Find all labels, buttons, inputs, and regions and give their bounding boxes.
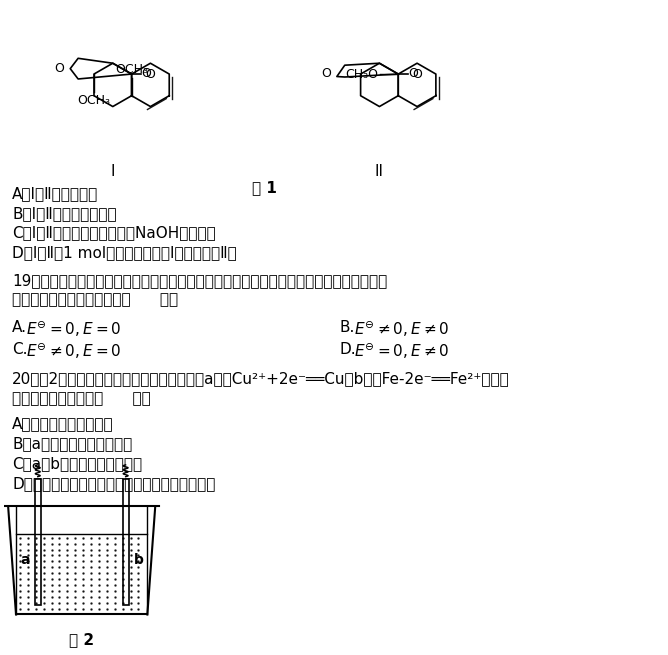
Text: 图 2: 图 2 [69,632,94,647]
Text: O: O [54,62,64,75]
Text: A．该装置一定是原电池: A．该装置一定是原电池 [12,417,114,432]
Text: A．Ⅰ和Ⅱ互为同系物: A．Ⅰ和Ⅱ互为同系物 [12,186,98,201]
Text: D.: D. [340,342,357,357]
Text: A.: A. [12,320,27,335]
Text: b: b [134,553,144,567]
Text: C.: C. [12,342,27,357]
Text: B.: B. [340,320,355,335]
Text: 下说法中不正确的是（      ）。: 下说法中不正确的是（ ）。 [12,391,151,406]
Bar [123,479,129,605]
Text: C．Ⅰ和Ⅱ均能在加热条件下与NaOH溶液反应: C．Ⅰ和Ⅱ均能在加热条件下与NaOH溶液反应 [12,226,216,240]
Text: $E^{\ominus}\neq 0,E\neq 0$: $E^{\ominus}\neq 0,E\neq 0$ [354,320,449,339]
Text: O: O [142,67,152,80]
Text: O: O [408,67,418,80]
Bar [35,479,41,605]
Text: O: O [146,67,155,81]
Text: a: a [20,553,30,567]
Text: D．该过程中能量的转换可以是电能转化为化学能: D．该过程中能量的转换可以是电能转化为化学能 [12,476,216,491]
Text: $E^{\ominus}=0,E=0$: $E^{\ominus}=0,E=0$ [26,320,122,339]
Text: 20．图2中，两电极上发生的电极反应如下；a极；Cu²⁺+2e⁻══Cu；b极；Fe-2e⁻══Fe²⁺，则以: 20．图2中，两电极上发生的电极反应如下；a极；Cu²⁺+2e⁻══Cu；b极；… [12,371,510,386]
Text: B．Ⅰ和Ⅱ互为同分异构体: B．Ⅰ和Ⅱ互为同分异构体 [12,206,117,221]
Text: O: O [321,67,331,80]
Text: CH₃O: CH₃O [345,67,379,81]
Text: I: I [110,164,115,179]
Text: 19．电极相同、电解质也相同的两个半电池，都可以进行电极反应，但溶液的浓度不同，则: 19．电极相同、电解质也相同的两个半电池，都可以进行电极反应，但溶液的浓度不同，… [12,273,387,288]
Text: $E^{\ominus}\neq 0,E=0$: $E^{\ominus}\neq 0,E=0$ [26,342,122,361]
Text: B．a极上一定发生还原反应: B．a极上一定发生还原反应 [12,436,132,451]
Text: O: O [412,67,422,81]
Text: OCH₃: OCH₃ [77,94,110,107]
Text: OCH₃: OCH₃ [115,63,148,76]
Text: C．a、b可以是同种电极材料: C．a、b可以是同种电极材料 [12,456,142,471]
Text: $E^{\ominus}=0,E\neq 0$: $E^{\ominus}=0,E\neq 0$ [354,342,449,361]
Text: 图 1: 图 1 [253,180,277,195]
Text: II: II [375,164,384,179]
Text: D．Ⅰ和Ⅱ各1 mol分别完全燃烧．Ⅰ的耗氧量比Ⅱ少: D．Ⅰ和Ⅱ各1 mol分别完全燃烧．Ⅰ的耗氧量比Ⅱ少 [12,246,237,260]
Text: 它们组成的电池的电动势是（      ）。: 它们组成的电池的电动势是（ ）。 [12,293,178,308]
